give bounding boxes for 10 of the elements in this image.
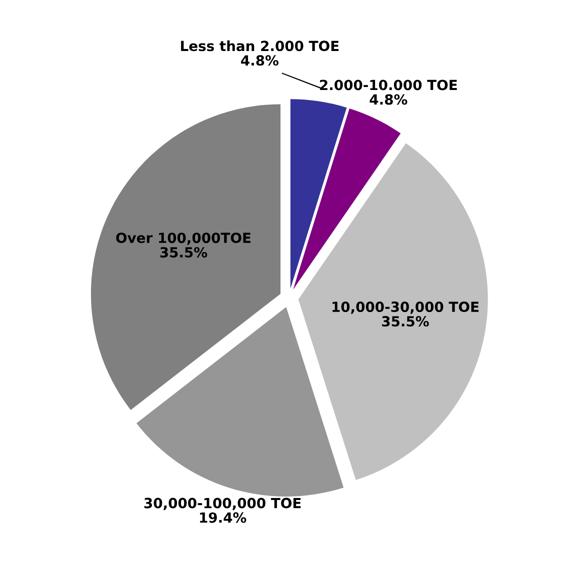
- data-label: 35.5%: [382, 316, 429, 327]
- data-label: 19.4%: [200, 512, 246, 523]
- slice-label: Over 100,000TOE: [116, 232, 250, 245]
- slice-label: 2.000-10.000 TOE: [320, 80, 457, 90]
- data-label: 35.5%: [160, 247, 208, 258]
- slice-label: 10,000-30,000 TOE: [332, 302, 478, 314]
- slice-label: 30,000-100,000 TOE: [144, 498, 301, 510]
- slice-label: Less than 2.000 TOE: [181, 40, 339, 52]
- data-label: 4.8%: [370, 94, 408, 105]
- data-label: 4.8%: [241, 55, 278, 66]
